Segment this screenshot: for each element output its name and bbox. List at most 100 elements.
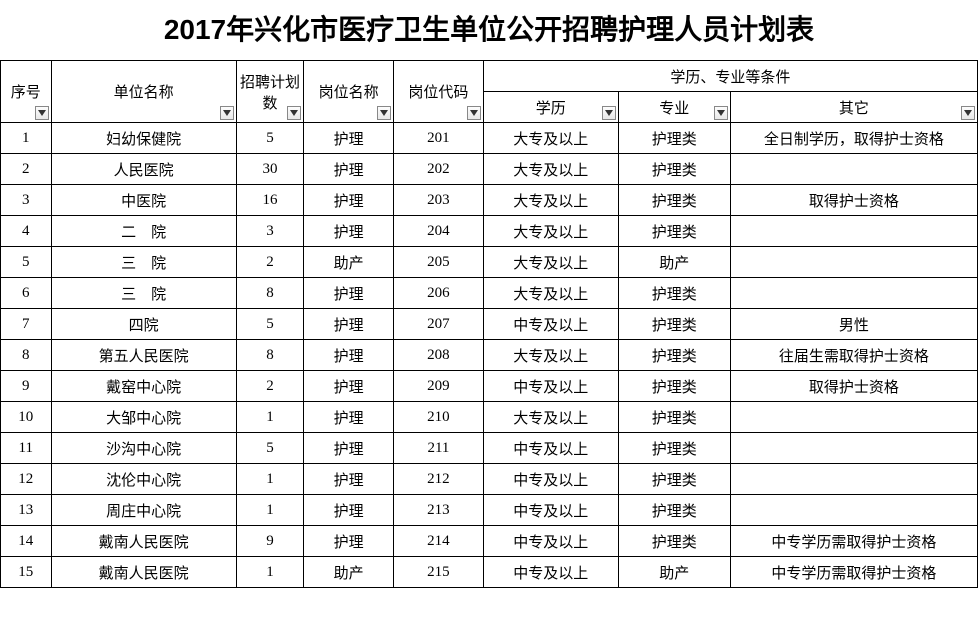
cell-edu: 中专及以上: [483, 433, 618, 464]
cell-other: [730, 154, 977, 185]
col-header-label: 岗位代码: [408, 85, 468, 101]
cell-plan: 8: [236, 278, 303, 309]
cell-plan: 16: [236, 185, 303, 216]
cell-code: 205: [394, 247, 484, 278]
cell-seq: 8: [1, 340, 52, 371]
cell-plan: 2: [236, 371, 303, 402]
table-row: 4二 院3护理204大专及以上护理类: [1, 216, 978, 247]
table-row: 6三 院8护理206大专及以上护理类: [1, 278, 978, 309]
col-header-group: 学历、专业等条件: [483, 61, 977, 92]
table-row: 1妇幼保健院5护理201大专及以上护理类全日制学历，取得护士资格: [1, 123, 978, 154]
cell-other: 男性: [730, 309, 977, 340]
cell-seq: 13: [1, 495, 52, 526]
cell-code: 204: [394, 216, 484, 247]
table-row: 10大邹中心院1护理210大专及以上护理类: [1, 402, 978, 433]
cell-edu: 中专及以上: [483, 526, 618, 557]
cell-code: 211: [394, 433, 484, 464]
cell-other: 中专学历需取得护士资格: [730, 526, 977, 557]
cell-seq: 12: [1, 464, 52, 495]
cell-code: 215: [394, 557, 484, 588]
cell-unit: 四院: [51, 309, 236, 340]
col-header-label: 岗位名称: [319, 85, 379, 101]
cell-unit: 三 院: [51, 247, 236, 278]
cell-other: [730, 216, 977, 247]
cell-seq: 7: [1, 309, 52, 340]
cell-edu: 大专及以上: [483, 278, 618, 309]
cell-unit: 三 院: [51, 278, 236, 309]
cell-pos: 护理: [304, 309, 394, 340]
cell-other: 全日制学历，取得护士资格: [730, 123, 977, 154]
cell-edu: 中专及以上: [483, 371, 618, 402]
cell-plan: 2: [236, 247, 303, 278]
cell-edu: 大专及以上: [483, 216, 618, 247]
cell-unit: 二 院: [51, 216, 236, 247]
filter-button-other[interactable]: [961, 106, 975, 120]
filter-button-code[interactable]: [467, 106, 481, 120]
cell-major: 护理类: [618, 216, 730, 247]
cell-seq: 10: [1, 402, 52, 433]
cell-code: 202: [394, 154, 484, 185]
filter-button-seq[interactable]: [35, 106, 49, 120]
table-row: 3中医院16护理203大专及以上护理类取得护士资格: [1, 185, 978, 216]
table-row: 15戴南人民医院1助产215中专及以上助产中专学历需取得护士资格: [1, 557, 978, 588]
table-header: 序号 单位名称 招聘计划数 岗位名称: [1, 61, 978, 123]
cell-pos: 护理: [304, 495, 394, 526]
cell-other: [730, 495, 977, 526]
cell-major: 护理类: [618, 185, 730, 216]
cell-unit: 妇幼保健院: [51, 123, 236, 154]
cell-plan: 1: [236, 495, 303, 526]
col-header-label: 学历、专业等条件: [670, 70, 790, 86]
cell-unit: 第五人民医院: [51, 340, 236, 371]
cell-seq: 4: [1, 216, 52, 247]
cell-plan: 1: [236, 557, 303, 588]
cell-major: 护理类: [618, 278, 730, 309]
cell-code: 212: [394, 464, 484, 495]
cell-other: [730, 433, 977, 464]
cell-major: 护理类: [618, 154, 730, 185]
cell-code: 210: [394, 402, 484, 433]
cell-seq: 14: [1, 526, 52, 557]
dropdown-icon: [717, 110, 725, 116]
dropdown-icon: [38, 110, 46, 116]
filter-button-pos[interactable]: [377, 106, 391, 120]
cell-plan: 5: [236, 123, 303, 154]
cell-major: 护理类: [618, 464, 730, 495]
table-row: 8第五人民医院8护理208大专及以上护理类往届生需取得护士资格: [1, 340, 978, 371]
col-header-label: 专业: [659, 101, 689, 117]
filter-button-edu[interactable]: [602, 106, 616, 120]
cell-unit: 戴窑中心院: [51, 371, 236, 402]
cell-code: 206: [394, 278, 484, 309]
cell-pos: 护理: [304, 340, 394, 371]
table-row: 12沈伦中心院1护理212中专及以上护理类: [1, 464, 978, 495]
col-header-label: 单位名称: [114, 85, 174, 101]
cell-plan: 5: [236, 433, 303, 464]
cell-pos: 助产: [304, 247, 394, 278]
cell-unit: 大邹中心院: [51, 402, 236, 433]
cell-other: 往届生需取得护士资格: [730, 340, 977, 371]
filter-button-major[interactable]: [714, 106, 728, 120]
cell-seq: 5: [1, 247, 52, 278]
page-title: 2017年兴化市医疗卫生单位公开招聘护理人员计划表: [0, 0, 978, 60]
dropdown-icon: [380, 110, 388, 116]
cell-plan: 3: [236, 216, 303, 247]
cell-edu: 中专及以上: [483, 464, 618, 495]
cell-plan: 1: [236, 402, 303, 433]
cell-unit: 周庄中心院: [51, 495, 236, 526]
table-body: 1妇幼保健院5护理201大专及以上护理类全日制学历，取得护士资格2人民医院30护…: [1, 123, 978, 588]
cell-plan: 5: [236, 309, 303, 340]
cell-pos: 助产: [304, 557, 394, 588]
cell-major: 助产: [618, 247, 730, 278]
filter-button-unit[interactable]: [220, 106, 234, 120]
cell-code: 201: [394, 123, 484, 154]
cell-plan: 9: [236, 526, 303, 557]
filter-button-plan[interactable]: [287, 106, 301, 120]
cell-edu: 大专及以上: [483, 123, 618, 154]
cell-seq: 15: [1, 557, 52, 588]
cell-major: 护理类: [618, 309, 730, 340]
col-header-plan: 招聘计划数: [236, 61, 303, 123]
dropdown-icon: [964, 110, 972, 116]
dropdown-icon: [290, 110, 298, 116]
cell-other: 取得护士资格: [730, 185, 977, 216]
cell-unit: 戴南人民医院: [51, 526, 236, 557]
cell-unit: 戴南人民医院: [51, 557, 236, 588]
